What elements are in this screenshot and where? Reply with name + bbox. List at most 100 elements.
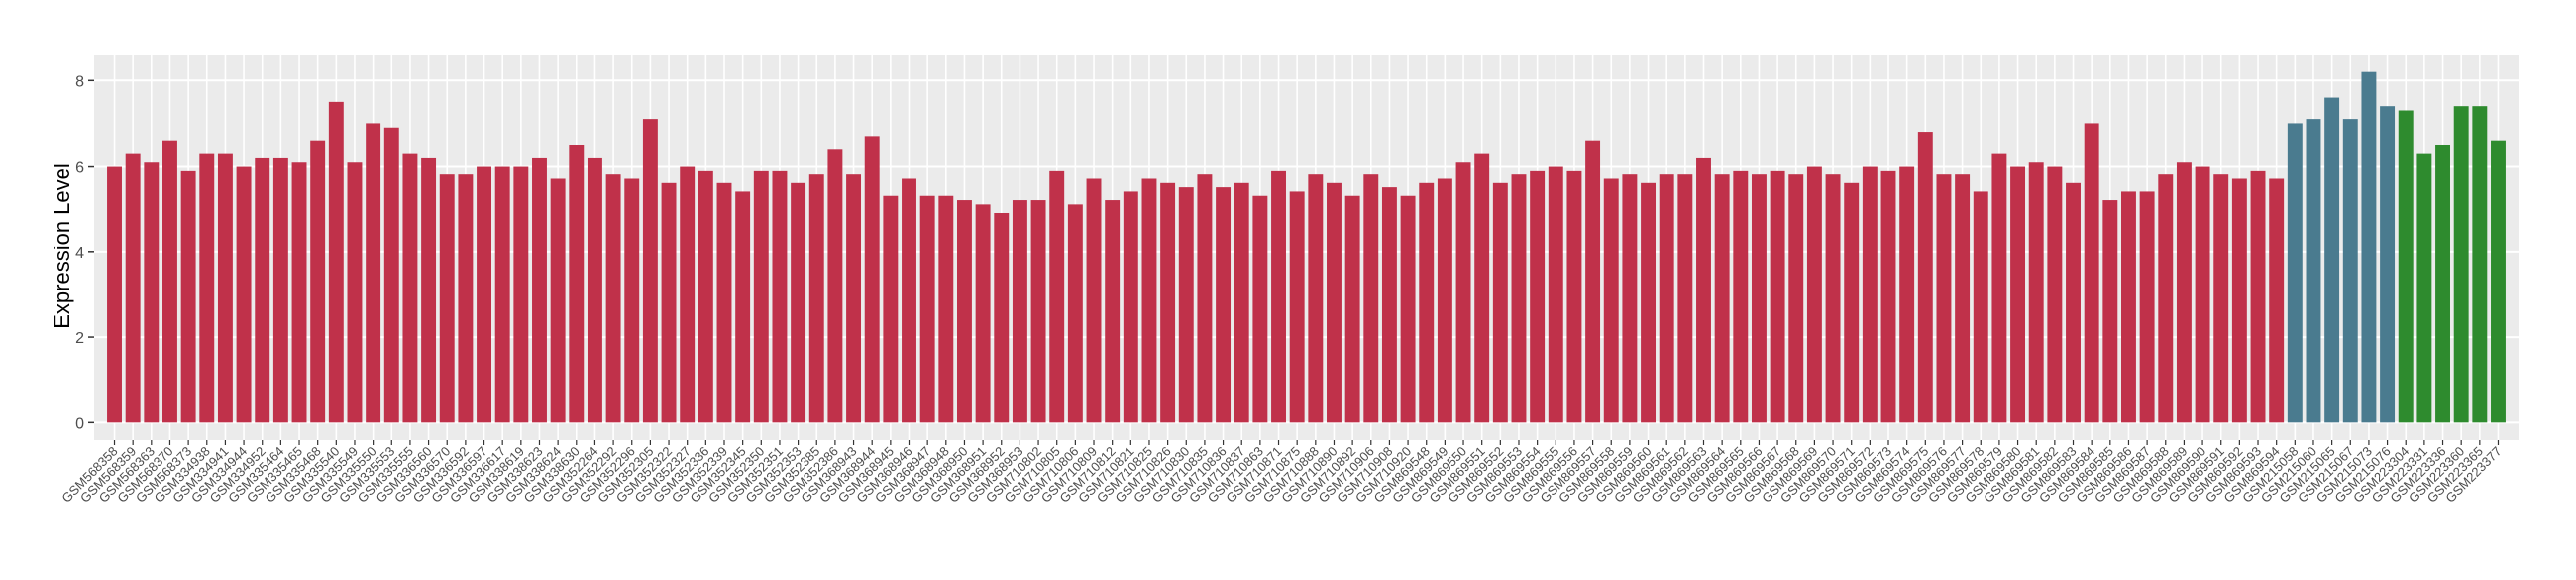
bar xyxy=(1659,174,1674,423)
bar xyxy=(1585,140,1601,423)
bar xyxy=(217,153,233,423)
bar xyxy=(2435,144,2450,423)
bar xyxy=(1603,178,1619,423)
bar xyxy=(864,136,880,423)
bar xyxy=(1160,182,1176,423)
bar xyxy=(2472,106,2488,423)
bar xyxy=(291,162,307,423)
bar xyxy=(2084,123,2099,423)
bar xyxy=(1806,166,1822,423)
bar xyxy=(1936,174,1952,423)
plot-panel xyxy=(94,55,2519,440)
bar xyxy=(1991,153,2007,423)
bar xyxy=(310,140,326,423)
bar xyxy=(2158,174,2174,423)
bar xyxy=(605,174,621,423)
bar xyxy=(1530,170,1546,423)
bar xyxy=(1067,204,1083,423)
bar xyxy=(1086,178,1102,423)
bar xyxy=(107,166,122,423)
bar xyxy=(513,166,529,423)
y-tick-label: 2 xyxy=(75,330,84,347)
bar xyxy=(1344,195,1360,423)
bar xyxy=(1178,187,1194,423)
bar xyxy=(2121,191,2136,423)
bar xyxy=(180,170,196,423)
bar xyxy=(2361,71,2377,423)
bar xyxy=(1566,170,1582,423)
bar xyxy=(2380,106,2396,423)
bar xyxy=(1105,200,1121,423)
bar xyxy=(1714,174,1730,423)
bar xyxy=(1141,178,1157,423)
bar xyxy=(1641,182,1657,423)
bar xyxy=(383,127,399,423)
bar xyxy=(1511,174,1527,423)
bar xyxy=(2453,106,2469,423)
bar xyxy=(2324,97,2340,423)
bar xyxy=(1880,170,1896,423)
bar xyxy=(347,162,363,423)
bar xyxy=(1474,153,1490,423)
bar xyxy=(2176,162,2192,423)
bar xyxy=(1770,170,1785,423)
bar xyxy=(1234,182,1249,423)
bar xyxy=(144,162,160,423)
bar xyxy=(328,101,344,423)
bar xyxy=(1455,162,1471,423)
bar xyxy=(439,174,455,423)
bar xyxy=(125,153,141,423)
bar xyxy=(1622,174,1638,423)
bar xyxy=(753,170,769,423)
bar xyxy=(421,157,437,423)
y-tick-label: 4 xyxy=(75,245,84,262)
bar xyxy=(494,166,510,423)
bar xyxy=(1308,174,1324,423)
bar xyxy=(1492,182,1508,423)
bar xyxy=(883,195,899,423)
bar xyxy=(1973,191,1988,423)
bar xyxy=(1825,174,1841,423)
bar xyxy=(919,195,935,423)
y-tick-label: 6 xyxy=(75,160,84,176)
bar xyxy=(458,174,474,423)
bar xyxy=(162,140,177,423)
bar xyxy=(2195,166,2210,423)
bar xyxy=(2047,166,2063,423)
bar xyxy=(808,174,824,423)
bar xyxy=(550,178,566,423)
bar xyxy=(1899,166,1915,423)
bar xyxy=(402,153,418,423)
bar xyxy=(1862,166,1878,423)
bar xyxy=(716,182,732,423)
bar xyxy=(772,170,788,423)
bar xyxy=(1197,174,1213,423)
bar xyxy=(1548,166,1563,423)
bar xyxy=(956,200,972,423)
bar xyxy=(1216,187,1232,423)
bar xyxy=(2250,170,2266,423)
bar xyxy=(661,182,677,423)
bar xyxy=(255,157,270,423)
bar xyxy=(994,212,1010,423)
bar xyxy=(1049,170,1065,423)
bar xyxy=(199,153,215,423)
bar xyxy=(2139,191,2155,423)
bar xyxy=(2306,119,2321,423)
bar xyxy=(1327,182,1342,423)
bar xyxy=(2398,110,2414,423)
bar xyxy=(1955,174,1971,423)
bar xyxy=(791,182,806,423)
bar xyxy=(366,123,381,423)
bar xyxy=(272,157,288,423)
bar xyxy=(1677,174,1693,423)
bar xyxy=(827,149,843,423)
bar xyxy=(902,178,916,423)
bar xyxy=(1271,170,1286,423)
bar xyxy=(236,166,252,423)
bar xyxy=(1252,195,1268,423)
bar xyxy=(846,174,862,423)
bar xyxy=(975,204,991,423)
bar xyxy=(2010,166,2026,423)
